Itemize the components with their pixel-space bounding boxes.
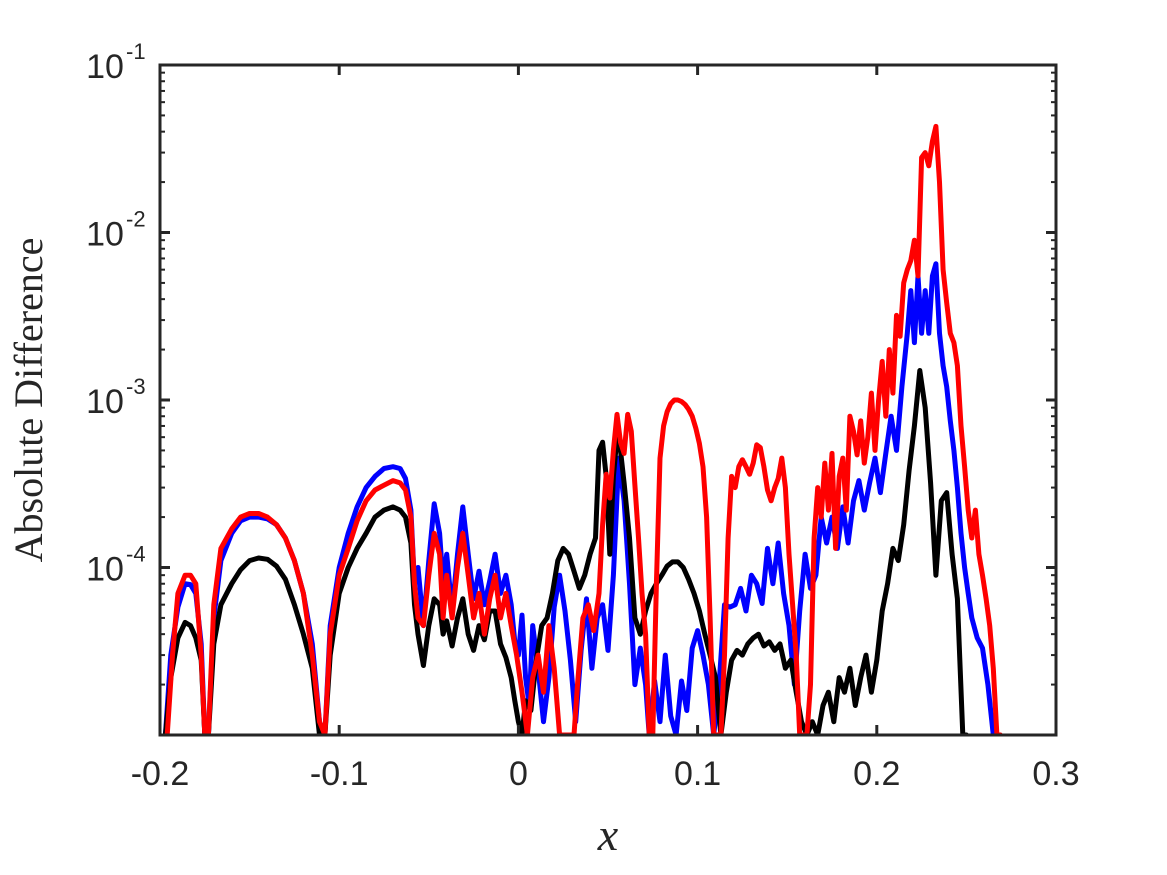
x-tick-label: 0.2 [853,755,900,793]
series-line-3 [164,123,1003,735]
x-tick-label: -0.2 [131,755,190,793]
y-tick-label-exponent: -3 [126,374,146,399]
y-tick-label-base: 10 [86,551,124,589]
x-tick-label: 0.3 [1032,755,1079,793]
y-tick-label-exponent: -1 [126,39,146,64]
series-layer [162,123,1003,735]
series-line-2 [162,368,969,735]
y-tick-label-base: 10 [86,216,124,254]
y-tick-label-base: 10 [86,383,124,421]
axes-layer: -0.2 -0.1 0 0.1 0.2 0.310-410-310-210-1 [86,39,1080,793]
y-tick-label-exponent: -2 [126,207,146,232]
y-tick-label-base: 10 [86,48,124,86]
x-tick-label: -0.1 [310,755,369,793]
x-tick-label: 0.1 [674,755,721,793]
x-axis-title: x [597,809,619,860]
y-tick-label-exponent: -4 [126,542,146,567]
y-axis-title: Absolute Difference [6,238,51,563]
x-tick-label: 0 [509,755,528,793]
